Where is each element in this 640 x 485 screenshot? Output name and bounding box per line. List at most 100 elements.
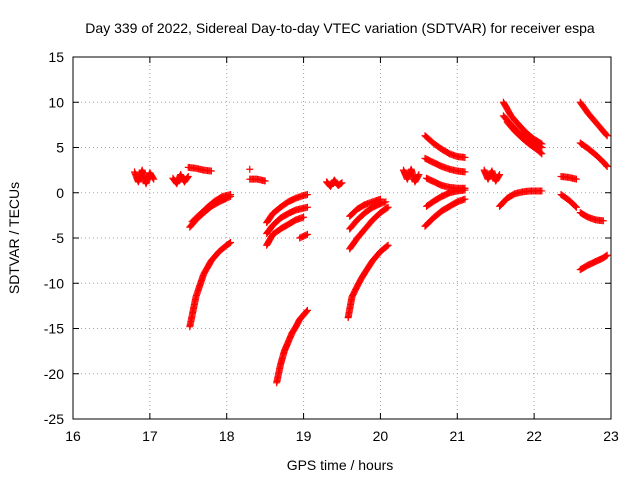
y-axis-label: SDTVAR / TECUs <box>6 182 22 294</box>
x-tick-label: 19 <box>296 428 312 444</box>
data-point <box>184 174 192 182</box>
y-tick-label: -15 <box>44 321 64 337</box>
data-point <box>246 165 254 173</box>
data-point <box>150 175 158 183</box>
data-point <box>149 174 157 182</box>
series-s6 <box>186 239 235 331</box>
data-point <box>303 307 311 315</box>
series-s30 <box>557 172 580 183</box>
series-s14 <box>323 176 346 190</box>
series-s32 <box>576 209 607 225</box>
chart-title: Day 339 of 2022, Sidereal Day-to-day VTE… <box>85 20 595 36</box>
axes-layer: 16 17 18 19 20 21 22 23 -25 -20 -15 -10 -5 0 5 10 15 <box>44 49 619 444</box>
data-point <box>338 179 346 187</box>
data-point <box>603 251 611 259</box>
series-s7 <box>246 175 269 185</box>
series-s18 <box>344 241 392 322</box>
data-point <box>599 217 607 225</box>
series-s15 <box>346 195 384 220</box>
y-tick-label: 15 <box>48 49 64 65</box>
series-s13 <box>273 306 311 387</box>
data-point <box>461 195 469 203</box>
series-s31 <box>557 191 580 211</box>
data-point <box>603 132 611 140</box>
series-s33 <box>576 139 611 171</box>
data-point <box>538 187 546 195</box>
x-tick-label: 17 <box>142 428 158 444</box>
data-point <box>602 162 610 170</box>
data-point <box>226 239 234 247</box>
data-point <box>603 163 611 171</box>
data-point <box>461 153 469 161</box>
data-point <box>303 306 311 314</box>
series-s21 <box>421 154 469 176</box>
data-point <box>538 144 546 151</box>
series-s24 <box>421 195 469 230</box>
data-point <box>602 252 610 260</box>
series-s19 <box>399 165 423 186</box>
y-tick-label: -25 <box>44 411 64 427</box>
data-point <box>572 175 580 183</box>
data-point <box>495 172 503 180</box>
data-point <box>227 239 235 247</box>
series-s34 <box>576 98 611 140</box>
series-s1 <box>130 166 158 188</box>
data-layer <box>130 98 611 387</box>
data-point <box>207 167 215 175</box>
series-s17 <box>346 203 392 253</box>
x-tick-label: 18 <box>219 428 235 444</box>
x-tick-label: 16 <box>65 428 81 444</box>
x-tick-label: 23 <box>603 428 619 444</box>
grid-layer <box>73 57 611 419</box>
series-s20 <box>421 132 469 161</box>
series-s16 <box>346 198 390 233</box>
data-point <box>461 168 469 176</box>
data-point <box>383 204 391 212</box>
data-point <box>571 202 579 210</box>
x-tick-label: 22 <box>526 428 542 444</box>
data-point <box>302 231 310 239</box>
series-s28 <box>503 118 546 158</box>
data-point <box>337 179 345 187</box>
x-axis-label: GPS time / hours <box>287 457 394 473</box>
data-point <box>382 198 390 206</box>
data-point <box>415 171 423 179</box>
data-point <box>496 171 504 179</box>
series-s11 <box>263 213 308 249</box>
y-tick-label: 5 <box>56 140 64 156</box>
data-point <box>303 191 311 199</box>
data-point <box>303 230 311 238</box>
data-point <box>538 150 546 158</box>
x-tick-label: 20 <box>373 428 389 444</box>
data-point <box>384 203 392 211</box>
y-tick-label: -5 <box>52 230 65 246</box>
series-s8 <box>246 165 254 173</box>
data-point <box>261 177 269 185</box>
series-s5 <box>188 191 235 226</box>
series-s25 <box>480 166 504 185</box>
data-point <box>227 191 235 199</box>
series-s10 <box>263 203 311 237</box>
x-tick-label: 21 <box>449 428 465 444</box>
y-tick-label: -10 <box>44 275 64 291</box>
series-s12 <box>296 230 311 242</box>
series-s29 <box>496 187 546 210</box>
series-s3 <box>184 163 215 175</box>
data-point <box>383 242 391 250</box>
data-point <box>602 131 610 139</box>
series-s2 <box>169 171 192 188</box>
y-tick-label: 10 <box>48 94 64 110</box>
series-s23 <box>423 186 469 210</box>
data-point <box>184 172 192 180</box>
data-point <box>572 203 580 211</box>
data-point <box>384 241 392 249</box>
data-point <box>300 213 308 221</box>
y-tick-label: 0 <box>56 185 64 201</box>
data-point <box>303 203 311 211</box>
series-s9 <box>263 191 311 227</box>
series-s35 <box>576 251 611 274</box>
data-point <box>537 149 545 157</box>
data-point <box>414 172 422 180</box>
